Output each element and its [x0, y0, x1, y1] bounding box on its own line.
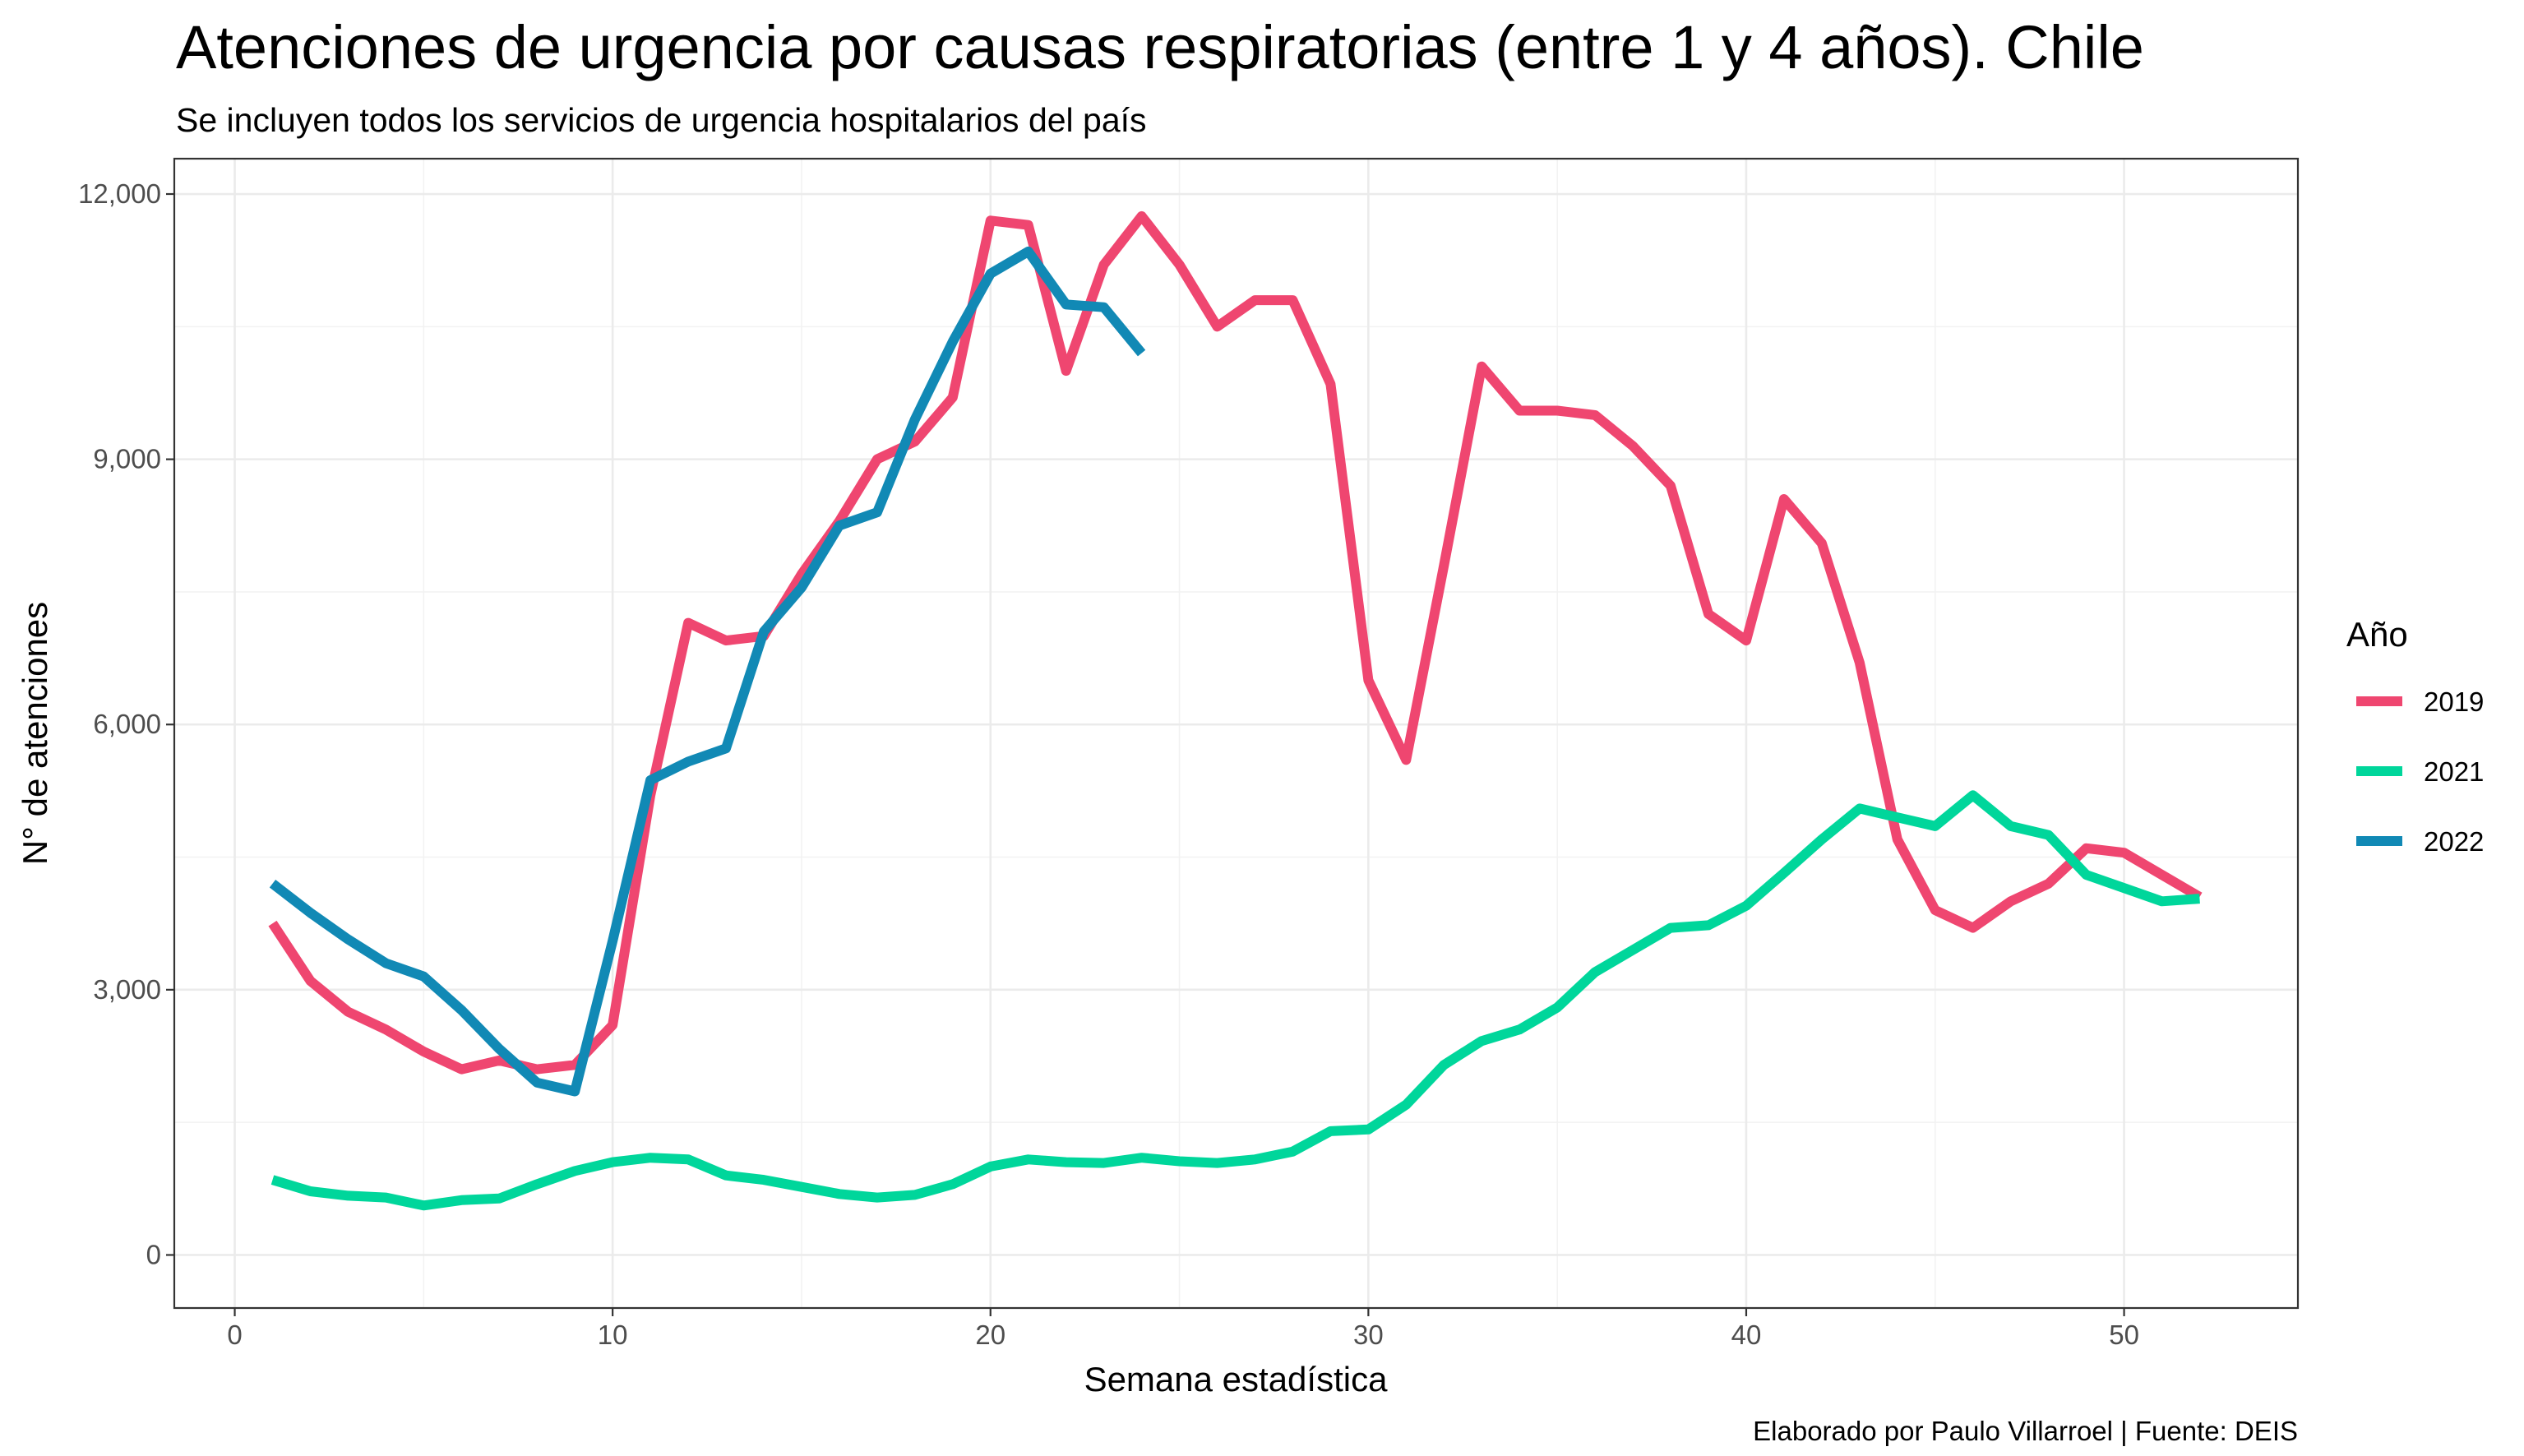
x-tick-label: 30 [1353, 1320, 1384, 1350]
y-tick-label: 3,000 [93, 974, 161, 1005]
x-axis-title: Semana estadística [1084, 1360, 1389, 1398]
legend-label-2019: 2019 [2424, 686, 2484, 717]
x-tick-label: 10 [598, 1320, 628, 1350]
y-tick-label: 9,000 [93, 444, 161, 474]
axes: 0 10 20 30 40 50 0 3,000 6,000 9,000 12,000 [78, 178, 2139, 1350]
chart-title: Atenciones de urgencia por causas respir… [176, 13, 2144, 81]
x-tick-label: 20 [975, 1320, 1005, 1350]
y-tick-label: 6,000 [93, 709, 161, 739]
x-tick-label: 0 [227, 1320, 242, 1350]
panel-border [173, 157, 2300, 1310]
y-axis-title: N° de atenciones [16, 602, 54, 865]
legend: Año 2019 2021 2022 [2346, 615, 2484, 857]
legend-label-2022: 2022 [2424, 826, 2484, 857]
series-line-2021 [270, 790, 2200, 1211]
x-tick-label: 40 [1731, 1320, 1762, 1350]
caption: Elaborado por Paulo Villarroel | Fuente:… [1753, 1416, 2298, 1446]
chart-subtitle: Se incluyen todos los servicios de urgen… [176, 101, 1147, 139]
x-tick-label: 50 [2109, 1320, 2139, 1350]
y-tick-label: 0 [146, 1239, 161, 1269]
y-tick-label: 12,000 [78, 178, 161, 209]
grid [174, 159, 2298, 1308]
legend-title: Año [2346, 615, 2408, 654]
series-line-2019 [268, 210, 2203, 1075]
series-line-2022 [269, 246, 1146, 1097]
legend-label-2021: 2021 [2424, 756, 2484, 787]
series-lines [268, 210, 2203, 1211]
